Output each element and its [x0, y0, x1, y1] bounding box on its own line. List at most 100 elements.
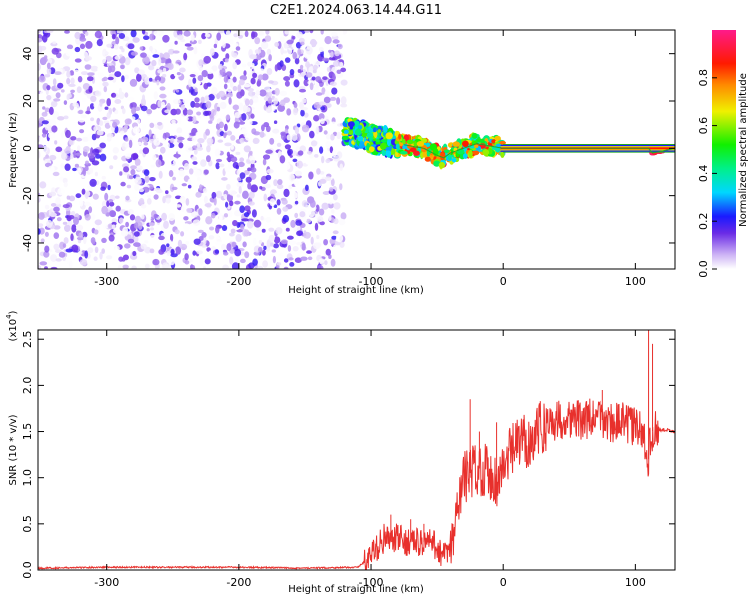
spectrogram-blob — [70, 77, 75, 85]
spectrogram-blob — [106, 200, 110, 207]
spectrogram-blob — [66, 195, 71, 200]
spectrogram-blob — [472, 150, 480, 156]
spectrogram-blob — [223, 132, 227, 139]
spectrogram-blob — [247, 138, 253, 143]
spectrogram-blob — [193, 244, 199, 248]
spectrogram-blob — [315, 76, 322, 83]
colorbar-gradient — [712, 30, 736, 269]
spectrogram-blob — [226, 193, 233, 203]
spectrogram-blob — [190, 100, 196, 108]
spectrogram-blob — [107, 184, 111, 191]
spectrogram-blob — [268, 227, 275, 232]
spectrogram-blob — [335, 72, 344, 78]
spectrogram-blob — [301, 200, 308, 208]
spectrogram-blob — [104, 106, 109, 110]
spectrogram-blob — [215, 190, 223, 199]
spectrogram-blob — [447, 154, 452, 160]
spectrogram-blob — [336, 97, 341, 105]
spectrogram-blob — [136, 73, 142, 82]
spectrogram-blob — [233, 33, 239, 38]
spectrogram-blob — [329, 187, 334, 192]
spectrogram-blob — [174, 229, 180, 235]
spectrogram-blob — [65, 129, 71, 139]
spectrogram-blob — [236, 177, 242, 182]
spectrogram-blob — [320, 30, 324, 35]
spectrogram-blob — [133, 231, 140, 237]
spectrogram-blob — [230, 157, 238, 161]
spectrogram-blob — [330, 178, 335, 187]
spectrogram-blob — [281, 199, 288, 205]
spectrogram-blob — [244, 205, 251, 212]
spectrogram-blob — [246, 220, 254, 229]
spectrogram-blob — [283, 162, 291, 171]
spectrogram-blob — [142, 56, 150, 65]
spectrogram-blob — [85, 40, 93, 49]
spectrogram-blob — [176, 127, 183, 134]
spectrogram-blob — [273, 243, 279, 249]
spectrogram-blob — [152, 154, 157, 161]
spectrogram-blob — [83, 236, 87, 245]
spectrogram-blob — [93, 138, 97, 146]
spectrogram-blob — [74, 31, 81, 40]
colorbar-ticks: 0.0 0.2 0.4 0.6 0.8 — [697, 69, 717, 278]
spectrogram-blob — [247, 91, 256, 97]
spectrogram-blob — [192, 77, 197, 84]
spectrogram-blob — [84, 214, 91, 221]
spectrogram-blob — [70, 89, 75, 94]
spectrogram-blob — [239, 172, 246, 180]
spectrogram-blob — [326, 66, 331, 72]
spectrogram-blob — [85, 192, 89, 199]
spectrogram-blob — [43, 250, 50, 258]
spectrogram-blob — [274, 42, 280, 47]
spectrogram-blob — [94, 171, 98, 177]
spectrogram-blob — [153, 91, 158, 100]
spectrogram-blob — [152, 48, 156, 54]
spectrogram-blob — [186, 46, 194, 51]
spectrogram-blob — [329, 238, 336, 245]
spectrogram-blob — [183, 213, 188, 217]
spectrogram-blob — [48, 132, 56, 139]
spectrogram-blob — [177, 136, 185, 141]
spectrogram-blob — [331, 31, 338, 37]
spectrogram-blob — [211, 86, 218, 95]
spectrogram-blob — [84, 64, 92, 70]
spectrogram-blob — [172, 98, 181, 105]
spectrogram-blob — [263, 245, 267, 251]
spectrogram-blob — [241, 113, 247, 121]
spectrogram-blob — [230, 228, 236, 234]
spectrogram-blob — [268, 80, 274, 84]
spectrogram-blob — [90, 213, 96, 221]
spectrogram-blob — [309, 30, 314, 34]
spectrogram-blob — [159, 86, 166, 91]
spectrogram-blob — [320, 106, 326, 111]
spectrogram-blob — [54, 140, 58, 145]
spectrogram-blob — [328, 224, 335, 231]
spectrogram-blob — [140, 105, 148, 112]
spectrogram-blob — [221, 177, 228, 181]
spectrogram-blob — [321, 87, 326, 95]
spectrogram-blob — [77, 167, 82, 176]
spectrogram-blob — [381, 150, 386, 156]
spectrogram-blob — [293, 79, 300, 88]
spectrogram-blob — [179, 67, 186, 73]
spectrogram-blob — [229, 200, 234, 207]
spectrogram-blob — [102, 116, 108, 121]
spectrogram-blob — [243, 212, 250, 218]
spectrogram-blob — [144, 175, 150, 183]
spectrogram-blob — [261, 73, 269, 81]
spectrogram-blob — [168, 48, 175, 55]
figure-title: C2E1.2024.063.14.44.G11 — [270, 3, 442, 18]
spectrogram-blob — [39, 181, 47, 189]
spectrogram-blob — [165, 190, 169, 195]
spectrogram-blob — [40, 238, 45, 243]
spectrogram-blob — [226, 130, 232, 136]
spectrogram-blob — [68, 195, 76, 202]
spectrogram-blob — [104, 192, 109, 201]
spectrogram-blob — [170, 233, 174, 242]
spectrogram-blob — [329, 146, 334, 154]
spectrogram-blob — [64, 30, 70, 34]
spectrogram-blob — [395, 143, 400, 150]
spectrogram-blob — [355, 128, 362, 136]
spectrogram-blob — [413, 141, 417, 147]
spectrogram-blob — [173, 63, 180, 69]
